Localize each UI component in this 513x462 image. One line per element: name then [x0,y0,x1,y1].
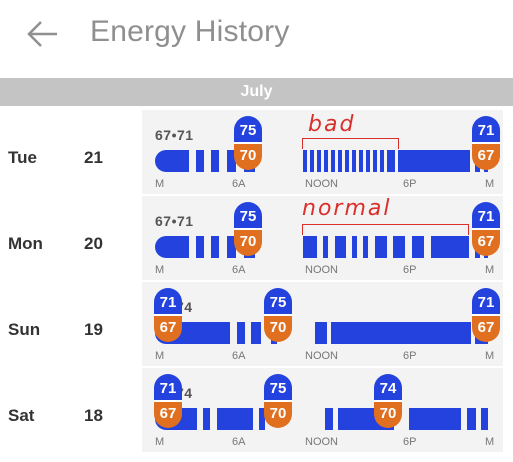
cool-setpoint: 70 [374,401,402,428]
usage-timeline [155,322,488,344]
axis-label-noon: NOON [305,350,338,362]
axis-label-midnight-end: M [485,264,495,276]
day-label: Mon [8,234,43,253]
axis-label-midnight-start: M [155,436,165,448]
cool-setpoint: 67 [472,315,500,342]
cool-setpoint: 70 [264,401,292,428]
heat-setpoint: 71 [154,288,182,315]
day-label: Tue [8,148,37,167]
setpoint-range: 67•71 [155,213,194,229]
heat-setpoint: 75 [234,202,262,229]
setpoint-pill: 71 67 [154,374,182,428]
day-label: Sat [8,406,35,425]
axis-label-midnight-end: M [485,350,495,362]
axis-label-6p: 6P [403,350,417,362]
heat-setpoint: 74 [374,374,402,401]
axis-label-midnight-end: M [485,178,495,190]
axis-label-6p: 6P [403,436,417,448]
date-label: 19 [84,320,103,339]
setpoint-pill: 71 67 [472,116,500,170]
setpoint-pill: 74 70 [374,374,402,428]
heat-setpoint: 71 [472,116,500,143]
usage-timeline [155,236,488,258]
heat-setpoint: 71 [472,202,500,229]
setpoint-pill: 75 70 [234,116,262,170]
usage-card[interactable]: 67•71 M 6A NOON 6P M [142,196,503,280]
history-row-sat[interactable]: Sat 18 74 M 6A NOON 6P M 71 67 [0,368,513,454]
axis-label-6a: 6A [232,178,246,190]
history-row-mon[interactable]: Mon 20 67•71 M 6A NOON 6P M [0,196,513,282]
cool-setpoint: 67 [472,143,500,170]
page-title: Energy History [90,15,290,48]
heat-setpoint: 71 [472,288,500,315]
axis-label-midnight-start: M [155,178,165,190]
usage-timeline [155,150,488,172]
setpoint-pill: 75 70 [264,288,292,342]
history-row-sun[interactable]: Sun 19 74 M 6A NOON 6P M 71 67 75 70 [0,282,513,368]
date-label: 18 [84,406,103,425]
setpoint-pill: 75 70 [234,202,262,256]
setpoint-pill: 71 67 [472,202,500,256]
usage-card[interactable]: 74 M 6A NOON 6P M 71 67 75 70 [142,368,503,452]
axis-label-midnight-start: M [155,350,165,362]
usage-card[interactable]: 67•71 M 6A NO [142,110,503,194]
axis-label-noon: NOON [305,436,338,448]
axis-label-6a: 6A [232,264,246,276]
heat-setpoint: 75 [234,116,262,143]
cool-setpoint: 70 [234,229,262,256]
annotation-bracket [302,138,399,149]
date-label: 21 [84,148,103,167]
app-header: Energy History [0,0,513,72]
heat-setpoint: 71 [154,374,182,401]
axis-label-6a: 6A [232,436,246,448]
cool-setpoint: 70 [264,315,292,342]
axis-label-midnight-start: M [155,264,165,276]
cool-setpoint: 67 [154,401,182,428]
handwritten-annotation: normal [302,196,392,221]
history-row-tue[interactable]: Tue 21 67•71 M [0,110,513,196]
cool-setpoint: 67 [154,315,182,342]
axis-label-6a: 6A [232,350,246,362]
day-label: Sun [8,320,41,339]
heat-setpoint: 75 [264,374,292,401]
usage-card[interactable]: 74 M 6A NOON 6P M 71 67 75 70 [142,282,503,366]
setpoint-pill: 75 70 [264,374,292,428]
setpoint-range: 67•71 [155,127,194,143]
axis-label-6p: 6P [403,264,417,276]
axis-label-6p: 6P [403,178,417,190]
handwritten-annotation: bad [308,112,356,137]
heat-setpoint: 75 [264,288,292,315]
cool-setpoint: 67 [472,229,500,256]
axis-label-midnight-end: M [485,436,495,448]
date-label: 20 [84,234,103,253]
setpoint-pill: 71 67 [154,288,182,342]
arrow-left-icon[interactable] [26,18,60,50]
axis-label-noon: NOON [305,264,338,276]
setpoint-pill: 71 67 [472,288,500,342]
axis-label-noon: NOON [305,178,338,190]
cool-setpoint: 70 [234,143,262,170]
usage-timeline [155,408,488,430]
month-header: July [0,78,513,106]
annotation-bracket [302,224,469,235]
